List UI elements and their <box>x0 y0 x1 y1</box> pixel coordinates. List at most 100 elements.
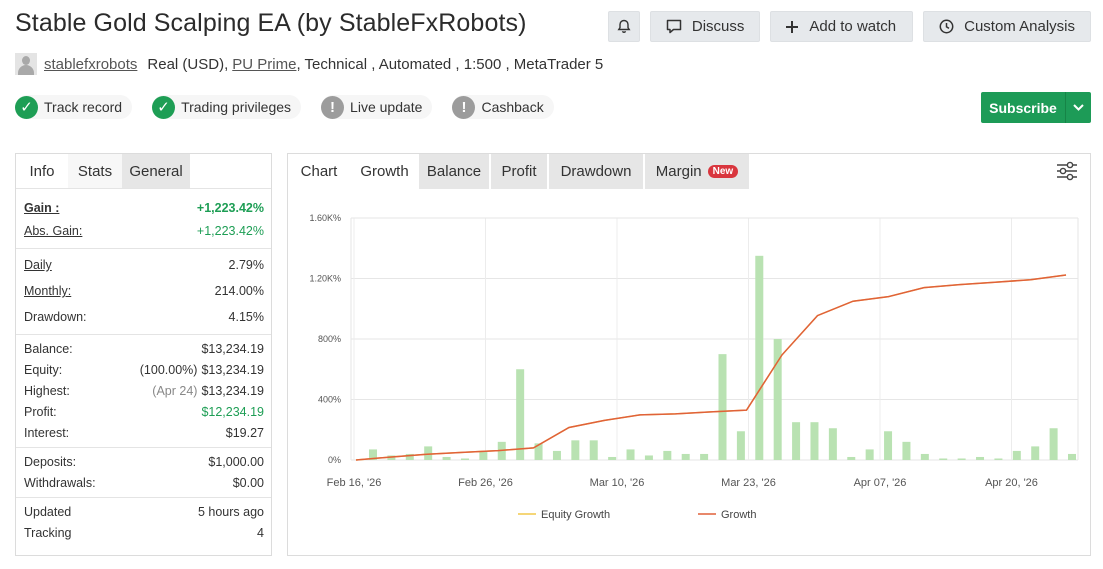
stat-label[interactable]: Gain : <box>24 200 60 215</box>
volume-bar[interactable] <box>1012 450 1021 460</box>
volume-bar[interactable] <box>792 422 801 460</box>
volume-bar[interactable] <box>589 440 598 460</box>
volume-bar[interactable] <box>608 456 617 460</box>
volume-bar[interactable] <box>847 456 856 460</box>
volume-bar[interactable] <box>994 458 1003 460</box>
stat-row: Interest: $19.27 <box>24 422 264 443</box>
stat-row: Daily 2.79% <box>24 252 264 278</box>
highest-amount: $13,234.19 <box>201 383 264 398</box>
highest-date: (Apr 24) <box>152 383 198 398</box>
volume-bar[interactable] <box>810 422 819 460</box>
growth-line[interactable] <box>355 274 1067 461</box>
volume-bar[interactable] <box>718 354 727 460</box>
tab-growth[interactable]: Growth <box>352 154 417 189</box>
volume-bar[interactable] <box>442 456 451 460</box>
volume-bar[interactable] <box>920 453 929 460</box>
volume-bar[interactable] <box>663 450 672 460</box>
stat-value: (Apr 24) $13,234.19 <box>152 384 264 398</box>
clock-icon <box>939 19 954 34</box>
tab-balance[interactable]: Balance <box>419 154 489 189</box>
volume-bar[interactable] <box>755 255 764 460</box>
chart-settings-button[interactable] <box>1056 161 1078 186</box>
comment-icon <box>666 19 682 34</box>
volume-bar[interactable] <box>1049 428 1058 460</box>
stat-label: Highest: <box>24 383 70 398</box>
subscribe-label: Subscribe <box>989 99 1057 116</box>
stat-label: Tracking <box>24 525 72 540</box>
stat-row: Abs. Gain: +1,223.42% <box>24 218 264 244</box>
volume-bar[interactable] <box>516 369 525 460</box>
tab-margin[interactable]: Margin New <box>645 154 749 189</box>
volume-bar[interactable] <box>405 453 414 460</box>
volume-bar[interactable] <box>552 450 561 460</box>
tab-stats[interactable]: Stats <box>68 154 122 188</box>
volume-bar[interactable] <box>902 441 911 460</box>
volume-bar[interactable] <box>828 428 837 460</box>
stat-value: $1,000.00 <box>208 454 264 469</box>
stats-tabs: Info Stats General <box>16 154 271 189</box>
chevron-down-icon <box>1073 104 1084 111</box>
stat-label[interactable]: Daily <box>24 258 52 272</box>
stat-row: Equity: (100.00%) $13,234.19 <box>24 359 264 380</box>
stat-row: Monthly: 214.00% <box>24 278 264 304</box>
tab-margin-label: Margin <box>655 163 702 180</box>
volume-bar[interactable] <box>736 431 745 460</box>
volume-bar[interactable] <box>424 446 433 460</box>
volume-bar[interactable] <box>626 449 635 460</box>
volume-bar[interactable] <box>939 458 948 460</box>
stat-label[interactable]: Monthly: <box>24 284 72 298</box>
subscribe-dropdown[interactable] <box>1065 92 1091 123</box>
volume-bar[interactable] <box>479 450 488 460</box>
exclamation-icon: ! <box>452 95 476 119</box>
volume-bar[interactable] <box>976 456 985 460</box>
legend-label-growth[interactable]: Growth <box>721 509 756 521</box>
volume-bar[interactable] <box>884 431 893 460</box>
stat-row: Deposits: $1,000.00 <box>24 451 264 472</box>
tab-general[interactable]: General <box>122 154 190 188</box>
growth-chart[interactable]: 0% 400% 800% 1.20K% 1.60K% Feb 16, '26 Feb 26… <box>288 190 1090 555</box>
chart-panel: Chart Growth Balance Profit Drawdown Mar… <box>287 153 1091 556</box>
stat-value: 5 hours ago <box>197 504 264 519</box>
legend-label-equity[interactable]: Equity Growth <box>541 509 610 521</box>
stat-label: Deposits: <box>24 454 77 469</box>
broker-link[interactable]: PU Prime <box>232 55 297 73</box>
volume-bar[interactable] <box>681 453 690 460</box>
volume-bar[interactable] <box>1068 453 1076 460</box>
trading-privileges-badge[interactable]: ✓ Trading privileges <box>152 95 302 119</box>
y-tick-label: 800% <box>318 334 341 344</box>
notification-button[interactable] <box>607 11 640 42</box>
volume-bar[interactable] <box>865 449 874 460</box>
volume-bar[interactable] <box>369 449 377 460</box>
stat-row: Withdrawals: $0.00 <box>24 472 264 493</box>
track-record-badge[interactable]: ✓ Track record <box>15 95 133 119</box>
custom-analysis-button[interactable]: Custom Analysis <box>923 11 1091 42</box>
badge-label: Trading privileges <box>181 99 292 115</box>
account-meta: stablefxrobots Real (USD), PU Prime , Te… <box>15 53 603 75</box>
volume-bar[interactable] <box>571 440 580 460</box>
avatar[interactable] <box>15 53 37 75</box>
volume-bar[interactable] <box>534 443 543 460</box>
volume-bar[interactable] <box>700 453 709 460</box>
stat-label[interactable]: Abs. Gain: <box>24 224 83 238</box>
tab-drawdown[interactable]: Drawdown <box>549 154 643 189</box>
volume-bar[interactable] <box>460 458 469 460</box>
equity-growth-line[interactable] <box>355 274 1067 461</box>
discuss-button[interactable]: Discuss <box>649 11 761 42</box>
volume-bar[interactable] <box>957 458 966 460</box>
volume-bar[interactable] <box>773 339 782 460</box>
tab-profit[interactable]: Profit <box>491 154 547 189</box>
cashback-badge[interactable]: ! Cashback <box>452 95 554 119</box>
plus-icon <box>786 20 799 33</box>
volume-bar[interactable] <box>644 455 653 460</box>
author-link[interactable]: stablefxrobots <box>44 55 138 73</box>
stat-label: Withdrawals: <box>24 475 96 490</box>
subscribe-button[interactable]: Subscribe <box>981 92 1091 123</box>
add-to-watch-button[interactable]: Add to watch <box>770 11 914 42</box>
live-update-badge[interactable]: ! Live update <box>321 95 433 119</box>
sliders-icon <box>1057 161 1077 181</box>
tab-info[interactable]: Info <box>16 154 68 188</box>
page-title: Stable Gold Scalping EA (by StableFxRobo… <box>15 9 527 37</box>
stat-value: $19.27 <box>225 425 264 440</box>
volume-bar[interactable] <box>1031 446 1040 460</box>
badge-label: Live update <box>350 99 423 115</box>
